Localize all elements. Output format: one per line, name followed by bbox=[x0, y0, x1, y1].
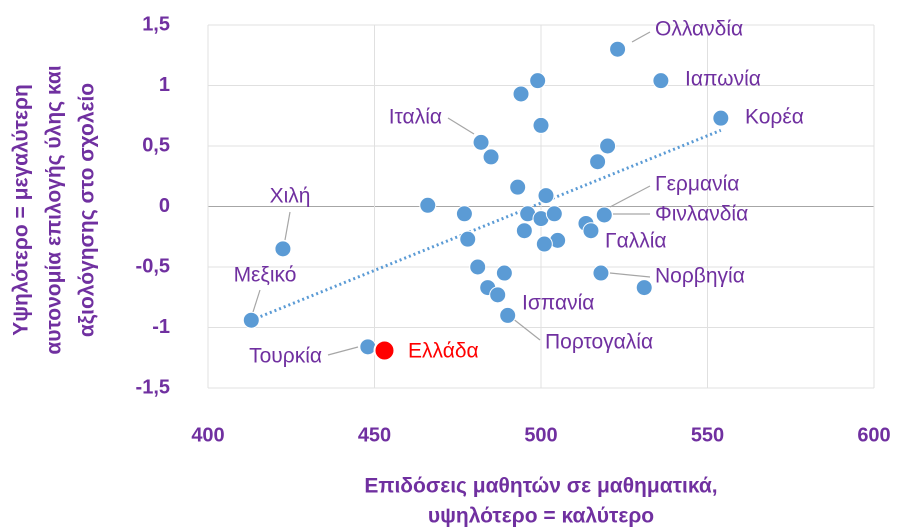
point-label: Ολλανδία bbox=[655, 18, 743, 41]
y-tick-label: -1 bbox=[152, 316, 170, 338]
point bbox=[712, 109, 730, 127]
point bbox=[532, 116, 550, 134]
point-label: Γερμανία bbox=[655, 173, 739, 196]
point bbox=[509, 178, 527, 196]
x-tick-label: 600 bbox=[857, 424, 890, 446]
y-axis-title: Υψηλότερο = μεγαλύτερη αυτονομία επιλογή… bbox=[10, 65, 99, 354]
y-axis-title-line: αξιολόγησης στο σχολείο bbox=[76, 83, 99, 337]
point bbox=[499, 306, 517, 324]
y-tick-label: 1 bbox=[159, 74, 170, 96]
point-label: Ισπανία bbox=[522, 292, 594, 315]
point bbox=[529, 72, 547, 90]
point-label: Ελλάδα bbox=[408, 340, 479, 363]
point-label: Χιλή bbox=[270, 185, 311, 208]
leader-line bbox=[327, 346, 359, 356]
y-axis-title-line: Υψηλότερο = μεγαλύτερη bbox=[10, 84, 33, 336]
point bbox=[455, 205, 473, 223]
y-tick-label: 0 bbox=[159, 195, 170, 217]
point-label: Πορτογαλία bbox=[545, 331, 653, 354]
x-tick-label: 400 bbox=[191, 424, 224, 446]
point bbox=[419, 196, 437, 214]
leader-line bbox=[631, 31, 651, 43]
x-axis-title-line: Επιδόσεις μαθητών σε μαθηματικά, bbox=[364, 475, 717, 498]
point bbox=[459, 230, 477, 248]
point bbox=[545, 205, 563, 223]
point bbox=[582, 222, 600, 240]
leader-line bbox=[609, 272, 651, 278]
leader-line bbox=[284, 211, 291, 241]
point bbox=[469, 258, 487, 276]
point bbox=[482, 148, 500, 166]
leader-line bbox=[252, 289, 261, 313]
point bbox=[592, 264, 610, 282]
point bbox=[359, 338, 377, 356]
point-label: Γαλλία bbox=[605, 230, 667, 253]
point bbox=[599, 137, 617, 155]
point-label: Κορέα bbox=[745, 106, 804, 129]
point-label: Τουρκία bbox=[249, 345, 322, 368]
y-axis-title-line: αυτονομία επιλογής ύλης και bbox=[43, 65, 66, 354]
x-tick-label: 450 bbox=[358, 424, 391, 446]
x-tick-label: 550 bbox=[691, 424, 724, 446]
point bbox=[589, 153, 607, 171]
point-label: Φινλανδία bbox=[655, 203, 748, 226]
point bbox=[595, 206, 613, 224]
point-label: Ιταλία bbox=[389, 106, 442, 129]
point bbox=[535, 235, 553, 253]
highlight-point bbox=[373, 339, 396, 362]
point-label: Μεξικό bbox=[234, 264, 297, 287]
leader-line bbox=[609, 185, 651, 208]
point bbox=[242, 311, 260, 329]
y-tick-label: 0,5 bbox=[142, 134, 170, 156]
y-tick-label: -1,5 bbox=[136, 376, 170, 398]
leader-line bbox=[511, 317, 541, 341]
point bbox=[515, 222, 533, 240]
point bbox=[537, 187, 555, 205]
x-tick-label: 500 bbox=[524, 424, 557, 446]
point bbox=[512, 85, 530, 103]
y-tick-label: 1,5 bbox=[142, 13, 170, 35]
point-label: Ιαπωνία bbox=[685, 68, 761, 91]
leader-line bbox=[447, 117, 475, 135]
point bbox=[274, 240, 292, 258]
point bbox=[489, 286, 507, 304]
point bbox=[609, 40, 627, 58]
x-axis-title-line: υψηλότερο = καλύτερο bbox=[428, 505, 654, 528]
y-tick-label: -0,5 bbox=[136, 255, 170, 277]
point bbox=[495, 264, 513, 282]
point bbox=[635, 279, 653, 297]
point-label: Νορβηγία bbox=[655, 265, 745, 288]
point bbox=[652, 72, 670, 90]
point bbox=[472, 133, 490, 151]
